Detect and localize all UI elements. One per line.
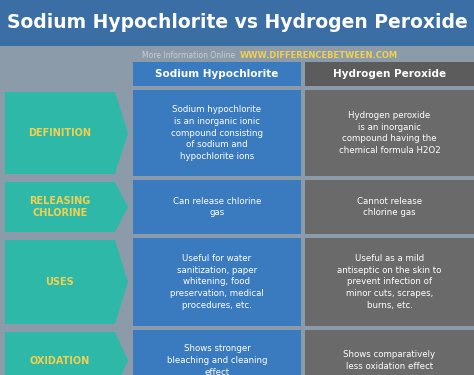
Text: USES: USES — [46, 277, 74, 287]
Text: DEFINITION: DEFINITION — [28, 128, 91, 138]
Bar — [305, 330, 474, 375]
Bar — [0, 46, 474, 62]
Text: Shows comparatively
less oxidation effect: Shows comparatively less oxidation effec… — [344, 350, 436, 371]
Text: Can release chlorine
gas: Can release chlorine gas — [173, 196, 261, 217]
Bar — [133, 90, 301, 176]
Text: RELEASING
CHLORINE: RELEASING CHLORINE — [29, 196, 91, 218]
Bar — [305, 238, 474, 326]
Polygon shape — [5, 182, 128, 232]
Text: Hydrogen Peroxide: Hydrogen Peroxide — [333, 69, 446, 79]
Text: Useful for water
sanitization, paper
whitening, food
preservation, medical
proce: Useful for water sanitization, paper whi… — [170, 254, 264, 310]
Bar — [133, 330, 301, 375]
Polygon shape — [5, 332, 128, 375]
Text: Sodium Hypochlorite: Sodium Hypochlorite — [155, 69, 279, 79]
Bar — [133, 62, 301, 86]
Bar — [305, 180, 474, 234]
Bar — [0, 330, 474, 375]
Text: Useful as a mild
antiseptic on the skin to
prevent infection of
minor cuts, scra: Useful as a mild antiseptic on the skin … — [337, 254, 442, 310]
Polygon shape — [5, 240, 128, 324]
Text: Sodium Hypochlorite vs Hydrogen Peroxide: Sodium Hypochlorite vs Hydrogen Peroxide — [7, 13, 467, 33]
Bar — [0, 90, 474, 176]
Text: More Information Online: More Information Online — [143, 51, 238, 60]
Text: Shows stronger
bleaching and cleaning
effect: Shows stronger bleaching and cleaning ef… — [167, 344, 267, 375]
Text: WWW.DIFFERENCEBETWEEN.COM: WWW.DIFFERENCEBETWEEN.COM — [240, 51, 398, 60]
Bar — [133, 180, 301, 234]
Polygon shape — [5, 92, 128, 174]
Text: Cannot release
chlorine gas: Cannot release chlorine gas — [357, 196, 422, 217]
Bar — [305, 62, 474, 86]
Bar — [0, 0, 474, 46]
Bar — [0, 62, 474, 86]
Bar — [133, 238, 301, 326]
Text: Sodium hypochlorite
is an inorganic ionic
compound consisting
of sodium and
hypo: Sodium hypochlorite is an inorganic ioni… — [171, 105, 263, 161]
Bar — [305, 90, 474, 176]
Bar — [0, 238, 474, 326]
Bar — [0, 180, 474, 234]
Text: OXIDATION: OXIDATION — [30, 356, 90, 366]
Text: Hydrogen peroxide
is an inorganic
compound having the
chemical formula H2O2: Hydrogen peroxide is an inorganic compou… — [338, 111, 440, 155]
